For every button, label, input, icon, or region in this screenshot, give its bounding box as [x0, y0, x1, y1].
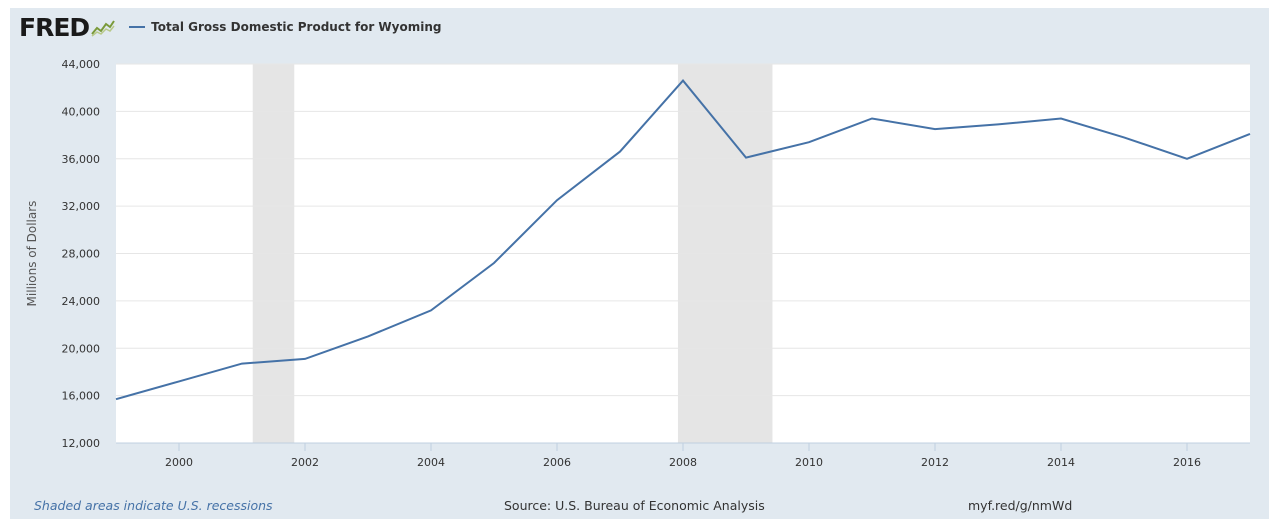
y-tick-label: 16,000: [62, 390, 101, 403]
x-tick-label: 2012: [921, 456, 949, 469]
legend-line-swatch: [129, 26, 146, 28]
legend-series-label: Total Gross Domestic Product for Wyoming: [151, 20, 442, 34]
line-graph-icon: [91, 19, 116, 37]
x-tick-label: 2006: [543, 456, 571, 469]
fred-logo[interactable]: FRED: [19, 12, 116, 42]
series-line-wyoming-gdp[interactable]: [115, 79, 1251, 401]
y-tick-label: 44,000: [62, 58, 101, 71]
x-tick-label: 2014: [1047, 456, 1075, 469]
y-tick-label: 32,000: [62, 200, 101, 213]
x-tick-label: 2000: [165, 456, 193, 469]
source-note: Source: U.S. Bureau of Economic Analysis: [504, 498, 765, 513]
x-tick-label: 2008: [669, 456, 697, 469]
x-tick-label: 2004: [417, 456, 445, 469]
x-tick-label: 2002: [291, 456, 319, 469]
x-axis-ticks: 2000 2002 2004 2006 2008 2010 2012 2014 2016: [165, 443, 1201, 469]
y-tick-label: 12,000: [62, 437, 101, 450]
recession-note: Shaded areas indicate U.S. recessions: [34, 498, 273, 513]
y-tick-label: 36,000: [62, 153, 101, 166]
y-axis-title: Millions of Dollars: [25, 201, 39, 307]
x-tick-label: 2010: [795, 456, 823, 469]
y-axis-ticks: 12,000 16,000 20,000 24,000 28,000 32,000 36,0…: [62, 58, 101, 450]
y-tick-label: 28,000: [62, 248, 101, 261]
chart-header: FRED Total Gross Domestic Product for Wy…: [10, 8, 441, 46]
fred-logo-text: FRED: [19, 12, 90, 42]
y-tick-label: 20,000: [62, 342, 101, 355]
x-tick-label: 2016: [1173, 456, 1201, 469]
short-url[interactable]: myf.red/g/nmWd: [968, 498, 1073, 513]
chart-legend[interactable]: Total Gross Domestic Product for Wyoming: [129, 20, 441, 34]
y-tick-label: 40,000: [62, 105, 101, 118]
y-tick-label: 24,000: [62, 295, 101, 308]
